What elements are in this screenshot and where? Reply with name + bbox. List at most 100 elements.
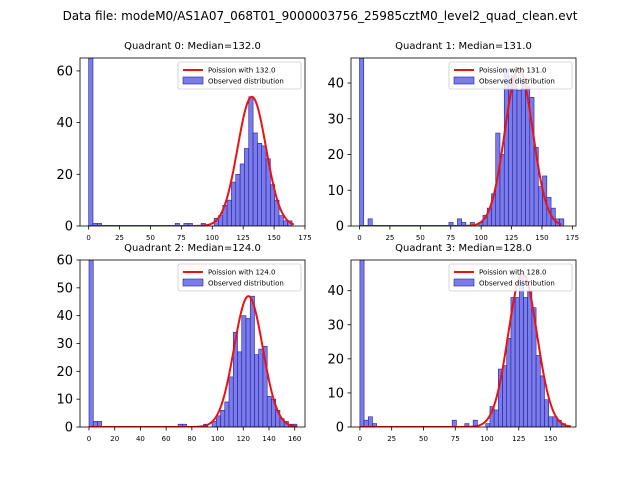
histogram-bar [182,423,187,427]
histogram-bar [514,297,520,427]
panel-title: Quadrant 3: Median=128.0 [395,243,532,254]
y-tick-label: 40 [327,284,344,299]
histogram-bar [258,348,264,427]
legend-bar-swatch [182,76,204,85]
histogram-bar [88,260,94,427]
legend: Poission with 124.0 Observed distribution [177,263,302,292]
y-tick-label: 0 [65,421,73,436]
histogram-bar [367,218,373,226]
y-tick-label: 40 [56,116,73,131]
histogram-bar [174,223,180,226]
histogram-bar [367,416,373,427]
figure-suptitle: Data file: modeM0/AS1A07_068T01_90000037… [62,9,578,23]
y-tick-label: 10 [327,184,344,199]
histogram-bar [283,220,288,226]
plot-area: 0 25 50 75 100 125 150 0 10 20 30 40 Poission with 1… [327,259,577,443]
x-tick-label: 0 [87,435,91,443]
x-tick-label: 0 [86,234,90,242]
legend-label-observed: Observed distribution [208,280,284,288]
legend-label-observed: Observed distribution [208,78,284,86]
x-tick-label: 50 [416,234,425,242]
panel-quadrant-2: Quadrant 2: Median=124.0 0 20 40 60 80 100 120… [56,243,306,443]
histogram-bar [97,223,102,226]
x-tick-label: 120 [237,435,250,443]
x-tick-label: 80 [187,435,196,443]
x-tick-label: 40 [136,435,145,443]
legend-bar-swatch [453,76,475,85]
y-tick-label: 60 [56,254,73,269]
x-tick-label: 25 [385,234,394,242]
x-tick-label: 50 [419,435,428,443]
legend: Poission with 131.0 Observed distribution [448,61,573,90]
histogram-bar [226,199,232,226]
histogram-bar [523,297,528,427]
legend: Poission with 132.0 Observed distribution [177,61,302,90]
legend-label-poisson: Poission with 131.0 [479,67,547,75]
histogram-bar [527,290,533,427]
histogram-bar [519,273,524,427]
histogram-bar [241,315,247,427]
histogram-bar [187,223,193,226]
histogram-bar [359,260,365,427]
x-tick-label: 100 [206,234,219,242]
x-tick-label: 175 [566,234,579,242]
histogram-bar [485,423,491,427]
y-tick-label: 20 [56,365,73,380]
histogram-bar [88,58,94,226]
histogram-bar [215,415,221,427]
y-tick-label: 10 [56,393,73,408]
y-tick-label: 10 [327,386,344,401]
axes-frame [350,259,577,428]
histogram-bar [506,338,512,427]
panel-quadrant-1: Quadrant 1: Median=131.0 0 25 50 75 100 125 15… [327,41,579,242]
legend-label-observed: Observed distribution [479,78,555,86]
y-tick-label: 0 [65,220,73,235]
y-tick-label: 40 [327,77,344,92]
x-tick-label: 175 [298,234,311,242]
histogram-bar [537,186,543,226]
histogram-bar [502,365,508,427]
plot-area: 0 25 50 75 100 125 150 175 0 10 20 30 40 Poission wit… [327,57,579,242]
histogram-bar [249,295,255,427]
panel-quadrant-0: Quadrant 0: Median=132.0 0 25 50 75 100 125 15… [56,41,311,242]
histogram-bar [544,399,549,427]
histogram-bar [266,396,272,427]
histogram-bar [539,375,545,427]
panel-title: Quadrant 0: Median=132.0 [124,41,261,52]
x-tick-label: 125 [505,234,518,242]
x-tick-label: 75 [451,435,460,443]
panel-quadrant-3: Quadrant 3: Median=128.0 0 25 50 75 100 125 15… [327,243,577,443]
x-tick-label: 25 [387,435,396,443]
histogram-bar [548,416,554,427]
legend: Poission with 128.0 Observed distribution [448,263,573,292]
x-tick-label: 25 [115,234,124,242]
x-tick-label: 100 [211,435,224,443]
x-tick-label: 0 [357,234,361,242]
plot-area: 0 20 40 60 80 100 120 140 160 0 10 20 30 40 50 60 Poissi… [56,254,306,443]
histogram-bar [457,218,462,226]
x-tick-label: 50 [146,234,155,242]
histogram-bar [461,222,467,226]
histogram-bar [235,174,241,226]
y-tick-label: 20 [327,148,344,163]
axes-frame [350,57,577,227]
histogram-bar [224,401,230,427]
histogram-bar [248,96,254,226]
panel-title: Quadrant 1: Median=131.0 [395,41,532,52]
x-tick-label: 150 [267,234,280,242]
histogram-bar [278,215,284,226]
histogram-bar [503,68,509,226]
histogram-bar [245,318,251,427]
legend-label-poisson: Poission with 124.0 [208,269,276,277]
x-tick-label: 125 [512,435,525,443]
histogram-bar [448,222,454,226]
histogram-bar [261,145,267,226]
histogram-bar [228,376,234,427]
y-tick-label: 50 [56,281,73,296]
histogram-bar [363,419,369,427]
x-tick-label: 100 [474,234,487,242]
x-tick-label: 140 [262,435,275,443]
y-tick-label: 0 [336,421,344,436]
histogram-bar [239,163,245,226]
